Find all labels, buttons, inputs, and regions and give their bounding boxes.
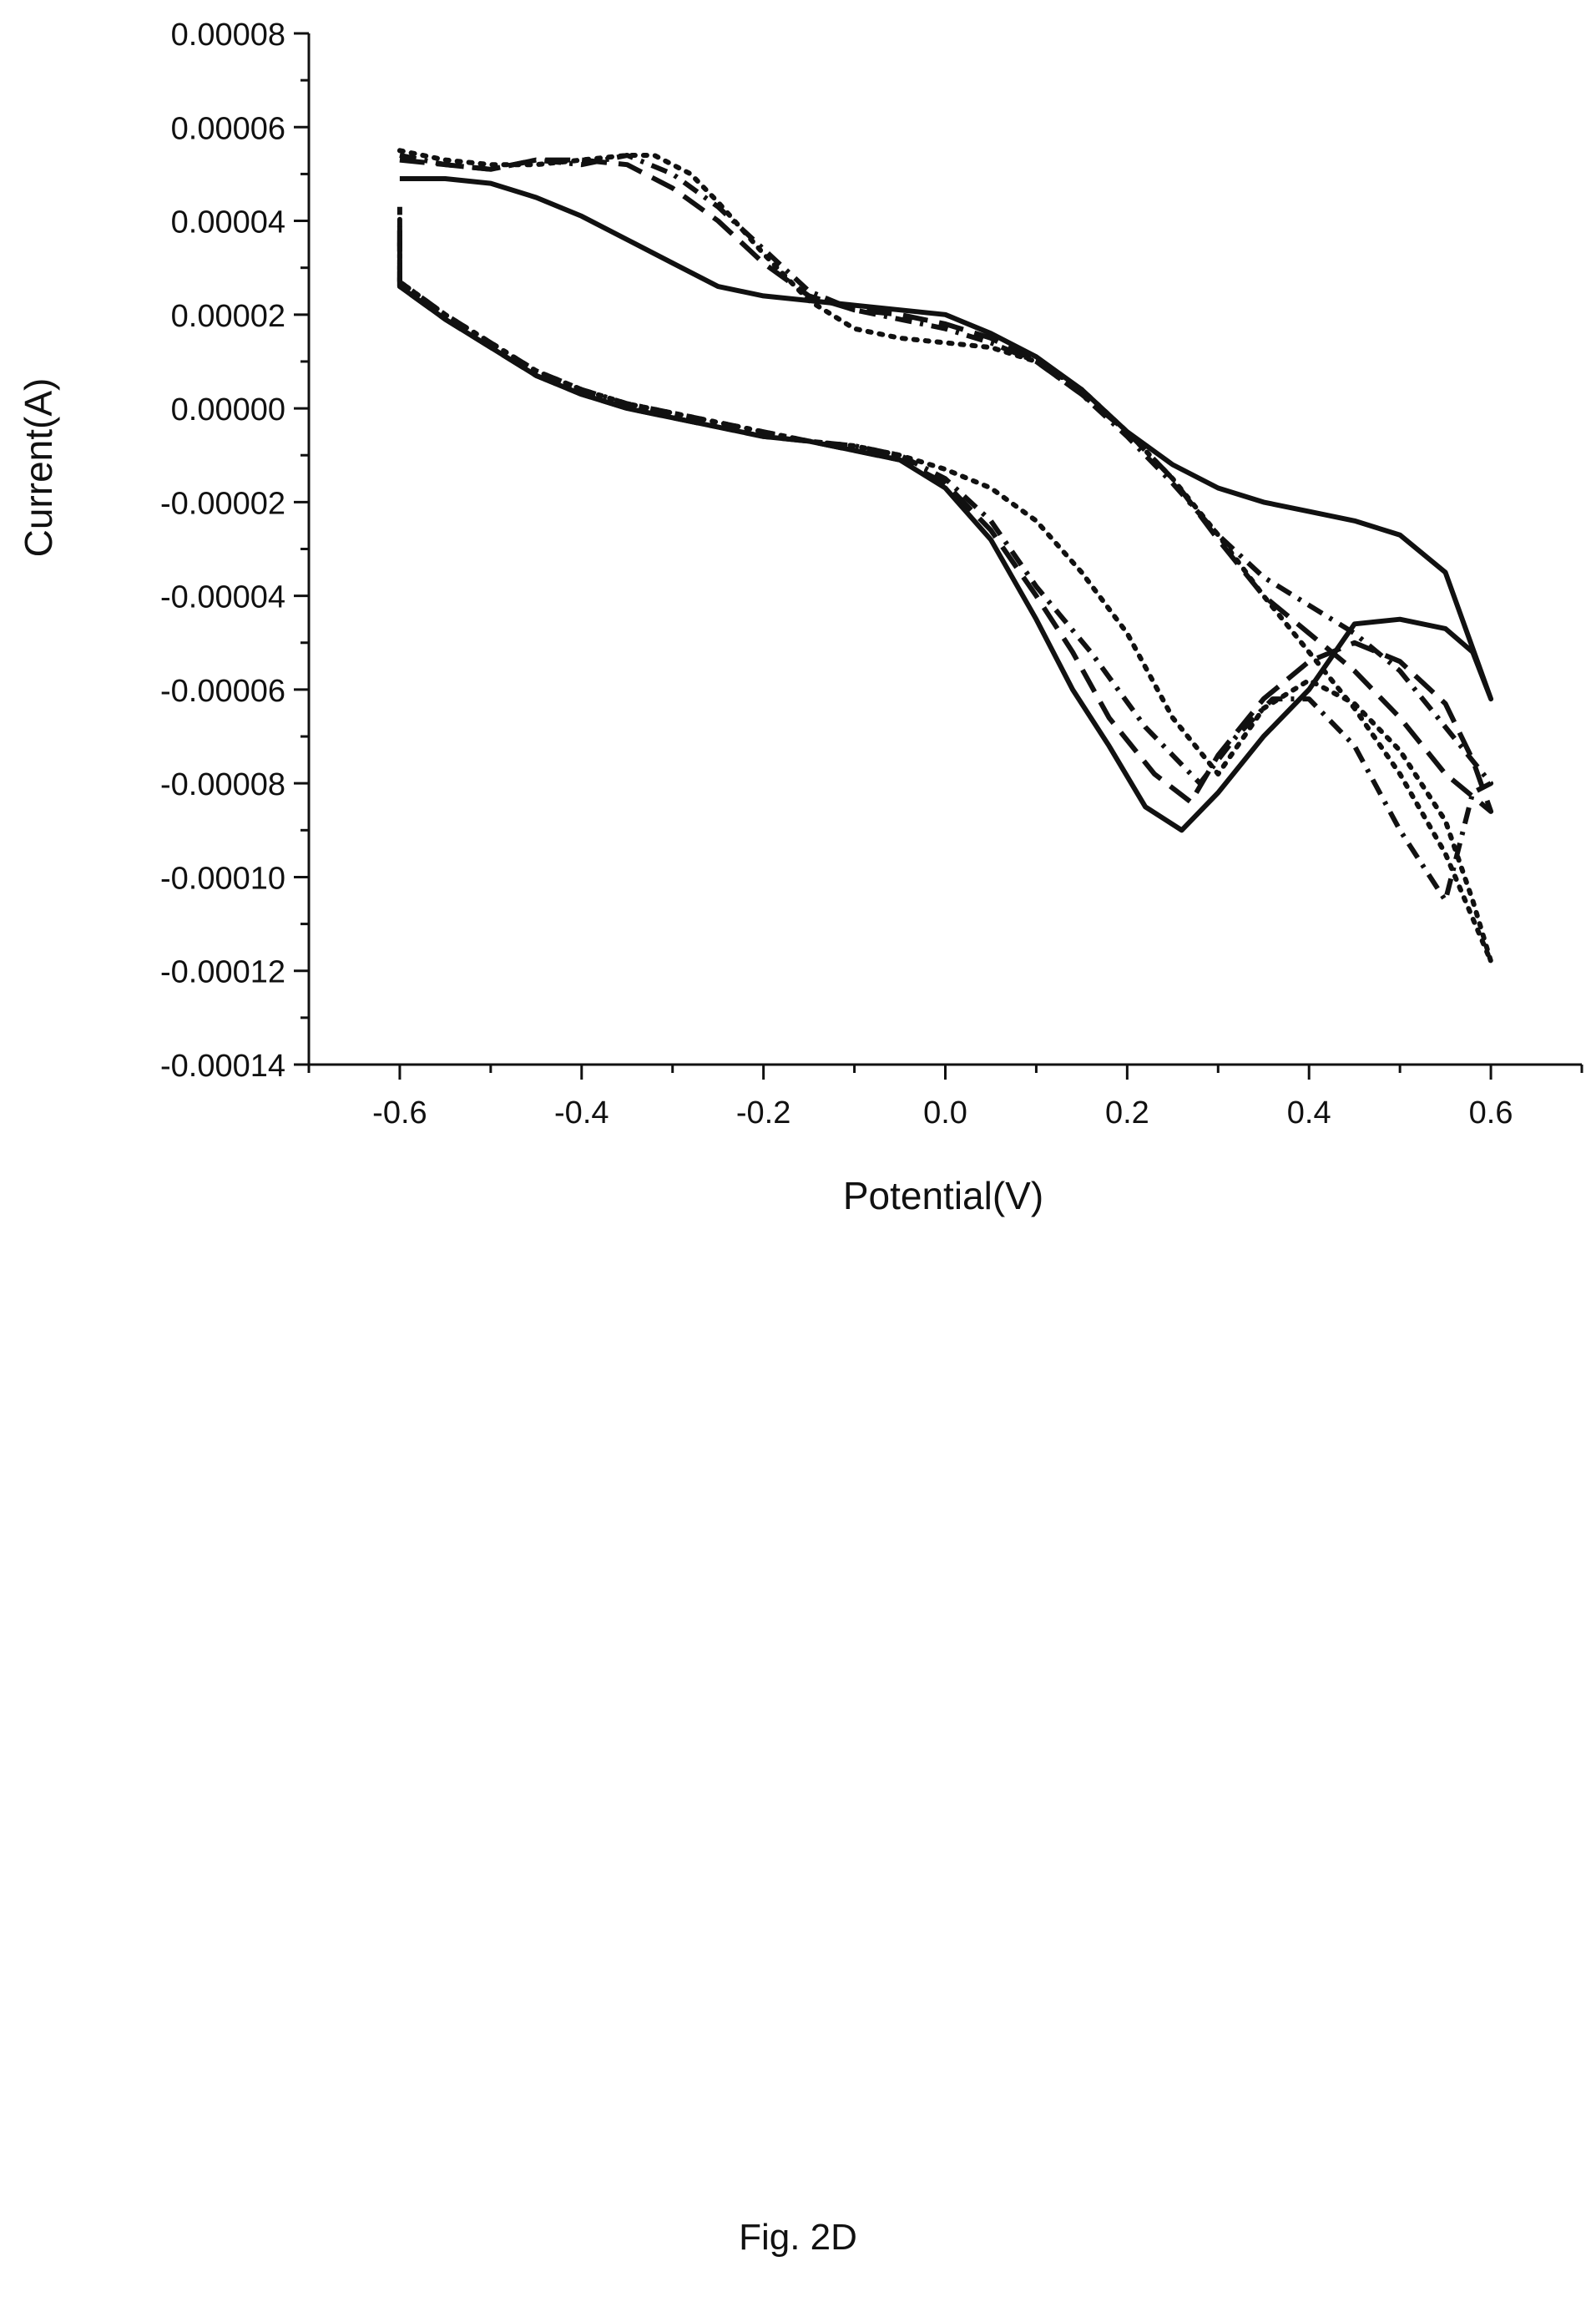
y-tick-label: -0.00014 — [160, 1049, 285, 1084]
y-tick-label: -0.00002 — [160, 486, 285, 521]
y-tick-label: -0.00006 — [160, 674, 285, 709]
y-tick-label: 0.00004 — [171, 205, 285, 240]
x-axis-ticks: -0.6 -0.4 -0.2 0.0 0.2 0.4 0.6 — [307, 1065, 1583, 1131]
x-tick-label: 0.6 — [1469, 1095, 1513, 1131]
series-line-dashed — [396, 157, 1494, 814]
y-tick-label: -0.00012 — [160, 955, 285, 990]
y-tick-label: 0.00006 — [171, 111, 285, 146]
y-tick-label: -0.00004 — [160, 580, 285, 615]
y-tick-label: 0.00008 — [171, 18, 285, 53]
plot-area — [396, 148, 1494, 964]
x-tick-label: -0.2 — [736, 1095, 790, 1131]
y-tick-label: 0.00002 — [171, 299, 285, 334]
series-line-solid — [396, 176, 1494, 833]
x-tick-label: 0.2 — [1105, 1095, 1149, 1131]
x-tick-label: -0.4 — [554, 1095, 609, 1131]
y-tick-label: 0.00000 — [171, 392, 285, 427]
x-tick-label: 0.4 — [1287, 1095, 1331, 1131]
x-tick-label: 0.0 — [923, 1095, 967, 1131]
y-axis-ticks: 0.00008 0.00006 0.00004 0.00002 0.00000 -0.00… — [160, 18, 309, 1084]
y-tick-label: -0.00010 — [160, 861, 285, 896]
x-tick-label: -0.6 — [372, 1095, 427, 1131]
series-line-dash-dot — [396, 153, 1494, 903]
y-tick-label: -0.00008 — [160, 767, 285, 802]
figure-caption: Fig. 2D — [739, 2217, 857, 2258]
series-line-dotted — [396, 148, 1494, 964]
series-layer — [396, 148, 1494, 964]
y-axis-label: Current(A) — [17, 378, 60, 558]
x-axis-label: Potential(V) — [843, 1174, 1043, 1217]
